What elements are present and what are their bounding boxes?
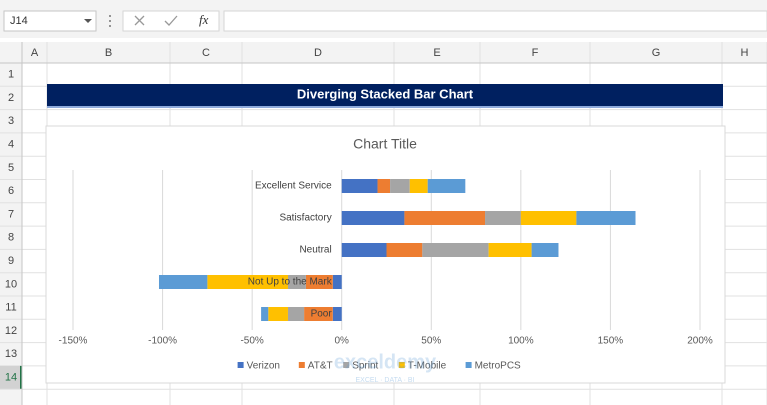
column-header-bar bbox=[0, 42, 767, 63]
bar-segment bbox=[304, 307, 333, 321]
row-header: 13 bbox=[5, 348, 17, 360]
bar-segment bbox=[158, 275, 208, 289]
x-tick-label: 150% bbox=[598, 336, 624, 347]
bar-segment bbox=[531, 243, 559, 257]
dropdown-arrow[interactable] bbox=[84, 19, 92, 23]
bar-segment bbox=[305, 275, 333, 289]
bar-segment bbox=[287, 307, 305, 321]
chart-title: Chart Title bbox=[353, 136, 417, 152]
column-header: F bbox=[532, 47, 539, 59]
row-header: 5 bbox=[8, 162, 14, 174]
bar-segment bbox=[386, 243, 423, 257]
x-tick-label: -150% bbox=[59, 336, 88, 347]
bar-segment bbox=[520, 211, 577, 225]
category-label: Excellent Service bbox=[255, 181, 332, 192]
menu-dot bbox=[109, 20, 111, 22]
row-header: 12 bbox=[5, 325, 17, 337]
x-tick-label: 0% bbox=[334, 336, 349, 347]
row-header: 11 bbox=[5, 302, 16, 314]
legend-label: Verizon bbox=[247, 361, 280, 372]
watermark: exceldemy bbox=[334, 351, 437, 373]
bar-segment bbox=[576, 211, 636, 225]
column-header: E bbox=[433, 47, 440, 59]
x-tick-label: 200% bbox=[687, 336, 713, 347]
row-header: 6 bbox=[8, 185, 14, 197]
watermark-tagline: EXCEL · DATA · BI bbox=[356, 377, 415, 384]
bar-segment bbox=[390, 179, 410, 193]
row-header: 8 bbox=[8, 232, 14, 244]
formula-buttons bbox=[122, 10, 220, 32]
bar-segment bbox=[422, 243, 489, 257]
column-header: C bbox=[202, 47, 210, 59]
legend-swatch bbox=[398, 362, 405, 368]
legend-swatch bbox=[298, 362, 305, 368]
column-header: D bbox=[314, 47, 322, 59]
bar-segment bbox=[485, 211, 521, 225]
row-header: 9 bbox=[8, 255, 14, 267]
row-header: 14 bbox=[5, 371, 17, 383]
bar-segment bbox=[377, 179, 391, 193]
bar-segment bbox=[341, 211, 405, 225]
row-header: 7 bbox=[8, 208, 14, 220]
category-label: Poor bbox=[311, 309, 333, 320]
bar-segment bbox=[287, 275, 306, 289]
legend-label: AT&T bbox=[308, 361, 333, 372]
name-box-text: J14 bbox=[10, 15, 28, 27]
bar-segment bbox=[332, 307, 342, 321]
legend-swatch bbox=[237, 362, 244, 368]
legend-swatch bbox=[343, 362, 350, 368]
bar-segment bbox=[341, 243, 387, 257]
name-box[interactable] bbox=[3, 10, 97, 32]
category-label: Neutral bbox=[299, 245, 331, 256]
column-header: G bbox=[652, 47, 661, 59]
enter-icon[interactable] bbox=[164, 15, 178, 26]
bar-segment bbox=[261, 307, 269, 321]
banner-title: Diverging Stacked Bar Chart bbox=[297, 86, 474, 101]
legend-label: Sprint bbox=[352, 361, 378, 372]
menu-dot bbox=[109, 15, 111, 17]
column-header: B bbox=[105, 47, 112, 59]
x-tick-label: -100% bbox=[148, 336, 177, 347]
row-header: 1 bbox=[8, 69, 14, 81]
column-header: A bbox=[31, 47, 39, 59]
active-row-header bbox=[0, 365, 22, 390]
x-tick-label: 100% bbox=[508, 336, 534, 347]
title-banner bbox=[47, 84, 723, 106]
bar-segment bbox=[341, 179, 378, 193]
legend-label: MetroPCS bbox=[475, 361, 521, 372]
category-label: Not Up to the Mark bbox=[248, 277, 333, 288]
row-header: 4 bbox=[8, 138, 14, 150]
insert-function-icon[interactable]: fx bbox=[199, 12, 209, 27]
row-header: 2 bbox=[8, 92, 14, 104]
menu-dot bbox=[109, 25, 111, 27]
bar-segment bbox=[488, 243, 532, 257]
bar-segment bbox=[427, 179, 466, 193]
bar-segment bbox=[404, 211, 486, 225]
row-header: 10 bbox=[5, 278, 17, 290]
bar-segment bbox=[268, 307, 288, 321]
cancel-icon[interactable] bbox=[134, 15, 145, 26]
legend-swatch bbox=[465, 362, 472, 368]
category-label: Satisfactory bbox=[279, 213, 331, 224]
column-header: H bbox=[741, 47, 749, 59]
x-tick-label: -50% bbox=[240, 336, 263, 347]
legend-label: T-Mobile bbox=[408, 361, 447, 372]
bar-segment bbox=[409, 179, 428, 193]
bar-segment bbox=[207, 275, 288, 289]
formula-input[interactable] bbox=[223, 10, 767, 32]
row-header: 3 bbox=[8, 115, 14, 127]
x-tick-label: 50% bbox=[421, 336, 441, 347]
bar-segment bbox=[332, 275, 342, 289]
